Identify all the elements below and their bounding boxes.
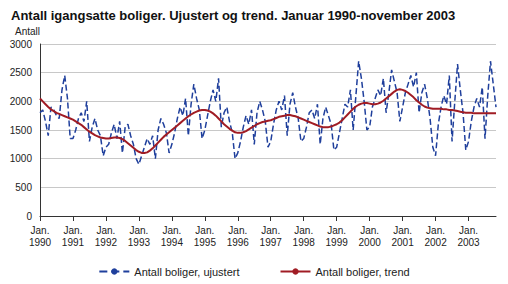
svg-text:Jan.: Jan. (426, 225, 445, 236)
svg-text:0: 0 (26, 211, 32, 222)
svg-text:Jan.: Jan. (294, 225, 313, 236)
svg-text:500: 500 (15, 182, 32, 193)
svg-text:1999: 1999 (326, 237, 349, 248)
svg-text:1991: 1991 (62, 237, 85, 248)
svg-text:1990: 1990 (29, 237, 52, 248)
svg-text:Jan.: Jan. (327, 225, 346, 236)
svg-text:Jan.: Jan. (96, 225, 115, 236)
svg-text:Jan.: Jan. (393, 225, 412, 236)
svg-text:2002: 2002 (424, 237, 447, 248)
svg-text:1997: 1997 (260, 237, 283, 248)
svg-text:Jan.: Jan. (64, 225, 83, 236)
svg-text:Jan.: Jan. (129, 225, 148, 236)
svg-text:Jan.: Jan. (195, 225, 214, 236)
svg-text:1992: 1992 (95, 237, 118, 248)
svg-text:Antall: Antall (15, 26, 40, 37)
svg-text:3000: 3000 (10, 39, 33, 50)
svg-text:Jan.: Jan. (162, 225, 181, 236)
svg-text:Antall boliger, trend: Antall boliger, trend (316, 266, 410, 278)
svg-text:2500: 2500 (10, 67, 33, 78)
svg-text:2000: 2000 (359, 237, 382, 248)
svg-text:1995: 1995 (194, 237, 217, 248)
svg-text:2001: 2001 (391, 237, 414, 248)
svg-text:1500: 1500 (10, 125, 33, 136)
svg-text:1994: 1994 (161, 237, 184, 248)
svg-text:1000: 1000 (10, 153, 33, 164)
svg-text:Jan.: Jan. (31, 225, 50, 236)
svg-text:Antall igangsatte boliger. Uju: Antall igangsatte boliger. Ujustert og t… (11, 8, 455, 23)
svg-text:2003: 2003 (457, 237, 480, 248)
svg-text:Jan.: Jan. (261, 225, 280, 236)
svg-text:2000: 2000 (10, 96, 33, 107)
svg-text:1996: 1996 (227, 237, 250, 248)
svg-text:Jan.: Jan. (459, 225, 478, 236)
svg-text:1993: 1993 (128, 237, 151, 248)
svg-text:Antall boliger, ujustert: Antall boliger, ujustert (134, 266, 239, 278)
svg-text:Jan.: Jan. (360, 225, 379, 236)
svg-text:1998: 1998 (293, 237, 316, 248)
svg-text:Jan.: Jan. (228, 225, 247, 236)
